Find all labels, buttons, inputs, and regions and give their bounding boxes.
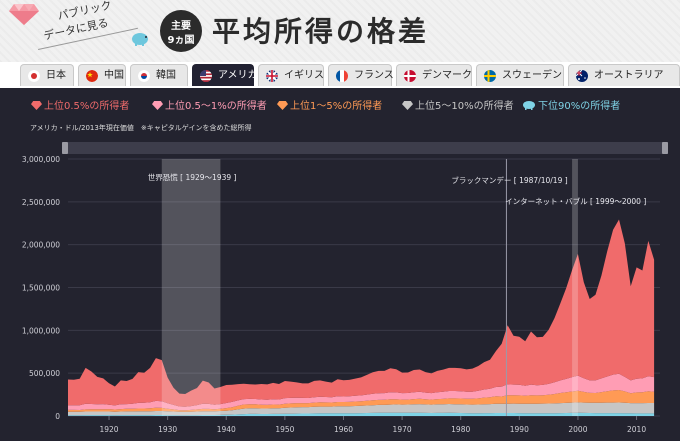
area-series-4[interactable] (68, 219, 655, 407)
y-tick-label: 3,000,000 (22, 155, 60, 164)
tab-uk[interactable]: イギリス (258, 64, 324, 86)
orange-diamond-icon (277, 101, 288, 110)
legend-label: 上位5～10%の所得者 (415, 101, 514, 112)
unit-note: アメリカ・ドル/2013年現在価値 ※キャピタルゲインを含めた総所得 (30, 124, 252, 132)
japan-flag-icon (28, 70, 40, 82)
badge-line2: 9ヵ国 (167, 35, 195, 46)
legend-item-bottom-90[interactable]: 下位90%の所得者 (522, 97, 620, 112)
france-flag-icon (336, 70, 348, 82)
time-range-scrollbar[interactable] (62, 142, 668, 154)
legend-item-top-0-5[interactable]: 上位0.5%の所得者 (31, 97, 129, 112)
y-tick-label: 0 (55, 412, 60, 421)
header: パブリック データに見る 主要 9ヵ国 平均所得の格差 (0, 0, 680, 62)
legend-label: 下位90%の所得者 (538, 101, 621, 112)
area-series-0[interactable] (68, 412, 655, 416)
event-band[interactable] (572, 159, 578, 416)
y-tick-label: 1,000,000 (22, 326, 60, 335)
tab-korea[interactable]: 韓国 (130, 64, 188, 86)
silver-diamond-icon (402, 101, 413, 110)
uk-flag-icon (266, 70, 278, 82)
y-tick-label: 500,000 (29, 369, 60, 378)
tab-australia[interactable]: オーストラリア (568, 64, 680, 86)
tab-label: アメリカ (218, 70, 258, 81)
major-countries-badge: 主要 9ヵ国 (160, 10, 202, 52)
piggy-bank-icon (523, 101, 535, 110)
legend-item-top-0-5-1[interactable]: 上位0.5～1%の所得者 (152, 97, 267, 112)
legend: 上位0.5%の所得者 上位0.5～1%の所得者 上位1～5%の所得者 上位5～1… (0, 97, 680, 113)
range-handle-right[interactable] (662, 142, 668, 154)
tab-label: オーストラリア (594, 70, 664, 81)
sweden-flag-icon (484, 70, 496, 82)
event-band[interactable] (161, 159, 221, 416)
korea-flag-icon (138, 70, 150, 82)
x-tick-label: 1930 (158, 425, 177, 434)
tab-label: 中国 (104, 70, 124, 81)
tab-usa[interactable]: アメリカ (192, 64, 258, 86)
y-tick-label: 2,000,000 (22, 241, 60, 250)
tab-label: デンマーク (422, 70, 472, 81)
legend-label: 上位0.5%の所得者 (44, 101, 130, 112)
piggy-bank-logo-icon (132, 33, 148, 46)
x-tick-label: 1980 (451, 425, 470, 434)
tab-label: フランス (354, 70, 394, 81)
x-tick-label: 1950 (275, 425, 294, 434)
range-handle-left[interactable] (62, 142, 68, 154)
page-title: 平均所得の格差 (212, 15, 430, 48)
tab-label: イギリス (284, 70, 324, 81)
usa-flag-icon (200, 70, 212, 82)
event-label: ブラックマンデー [ 1987/10/19 ] (451, 175, 567, 185)
badge-line1: 主要 (171, 21, 191, 32)
x-tick-label: 1940 (217, 425, 236, 434)
tab-denmark[interactable]: デンマーク (396, 64, 472, 86)
x-tick-label: 1970 (393, 425, 412, 434)
diamond-logo-icon (9, 4, 39, 25)
tab-label: 日本 (46, 70, 66, 81)
x-tick-label: 2000 (568, 425, 587, 434)
event-label: 世界恐慌 [ 1929～1939 ] (148, 172, 237, 182)
tab-label: スウェーデン (502, 70, 562, 81)
area-series-3[interactable] (68, 373, 655, 411)
x-tick-label: 1990 (510, 425, 529, 434)
legend-label: 上位0.5～1%の所得者 (165, 101, 267, 112)
legend-item-top-1-5[interactable]: 上位1～5%の所得者 (277, 97, 382, 112)
tab-china[interactable]: 中国 (78, 64, 126, 86)
legend-label: 上位1～5%の所得者 (290, 101, 383, 112)
y-tick-label: 2,500,000 (22, 198, 60, 207)
x-tick-label: 1960 (334, 425, 353, 434)
tab-france[interactable]: フランス (328, 64, 394, 86)
stacked-area-chart: 0 500,000 1,000,000 1,500,000 2,000,000 2,500… (22, 155, 660, 434)
red-diamond-icon (31, 101, 42, 110)
x-tick-label: 1920 (99, 425, 118, 434)
event-label: インターネット・バブル [ 1999～2000 ] (505, 196, 646, 206)
tab-japan[interactable]: 日本 (20, 64, 74, 86)
tab-label: 韓国 (156, 70, 176, 81)
china-flag-icon (86, 70, 98, 82)
legend-item-top-5-10[interactable]: 上位5～10%の所得者 (402, 97, 514, 112)
pink-diamond-icon (152, 101, 163, 110)
australia-flag-icon (576, 70, 588, 82)
country-tabs: 日本 中国 韓国 アメリカ イギリス フランス デンマーク スウェーデン オース… (20, 64, 680, 88)
tab-sweden[interactable]: スウェーデン (476, 64, 564, 86)
denmark-flag-icon (404, 70, 416, 82)
area-series-1[interactable] (68, 402, 655, 416)
x-tick-label: 2010 (627, 425, 646, 434)
area-series-2[interactable] (68, 390, 655, 412)
y-tick-label: 1,500,000 (22, 284, 60, 293)
